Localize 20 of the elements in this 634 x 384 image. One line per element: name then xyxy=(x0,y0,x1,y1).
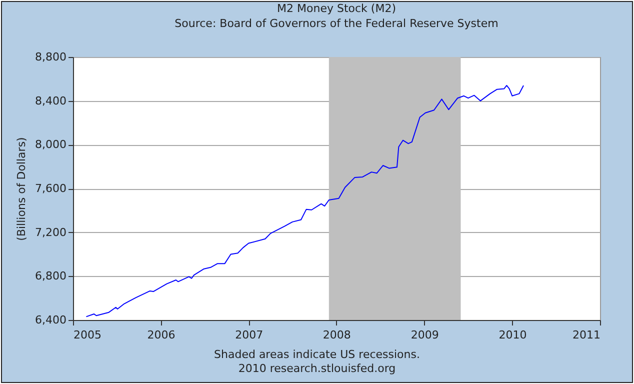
text: Shaded areas indicate US recessions. xyxy=(213,348,421,362)
chart-subtitle: Source: Board of Governors of the Federal Reserve System xyxy=(174,17,498,30)
chart-title: M2 Money Stock (M2) xyxy=(277,2,396,15)
x-tick-label: 2006 xyxy=(147,328,176,342)
line-series xyxy=(86,84,524,318)
y-tick-label: 7,200 xyxy=(35,226,66,239)
x-tick-label: 2010 xyxy=(498,328,527,342)
y-tick-label: 8,800 xyxy=(35,50,66,64)
x-tick-label: 2007 xyxy=(235,328,264,342)
y-tick-label: 6,400 xyxy=(35,314,66,326)
y-axis-title: (Billions of Dollars) xyxy=(15,137,28,241)
y-tick-label: 8,400 xyxy=(35,94,66,108)
x-tick-label: 2008 xyxy=(322,328,351,342)
x-tick-label: 2005 xyxy=(74,328,102,342)
y-tick-label: 6,800 xyxy=(35,270,66,283)
text: 2010 research.stlouisfed.org xyxy=(237,362,397,376)
x-tick-label: 2009 xyxy=(410,328,439,342)
y-tick-label: 8,000 xyxy=(35,138,66,152)
x-tick-label: 2011 xyxy=(572,328,600,342)
y-tick-label: 7,600 xyxy=(35,182,66,195)
